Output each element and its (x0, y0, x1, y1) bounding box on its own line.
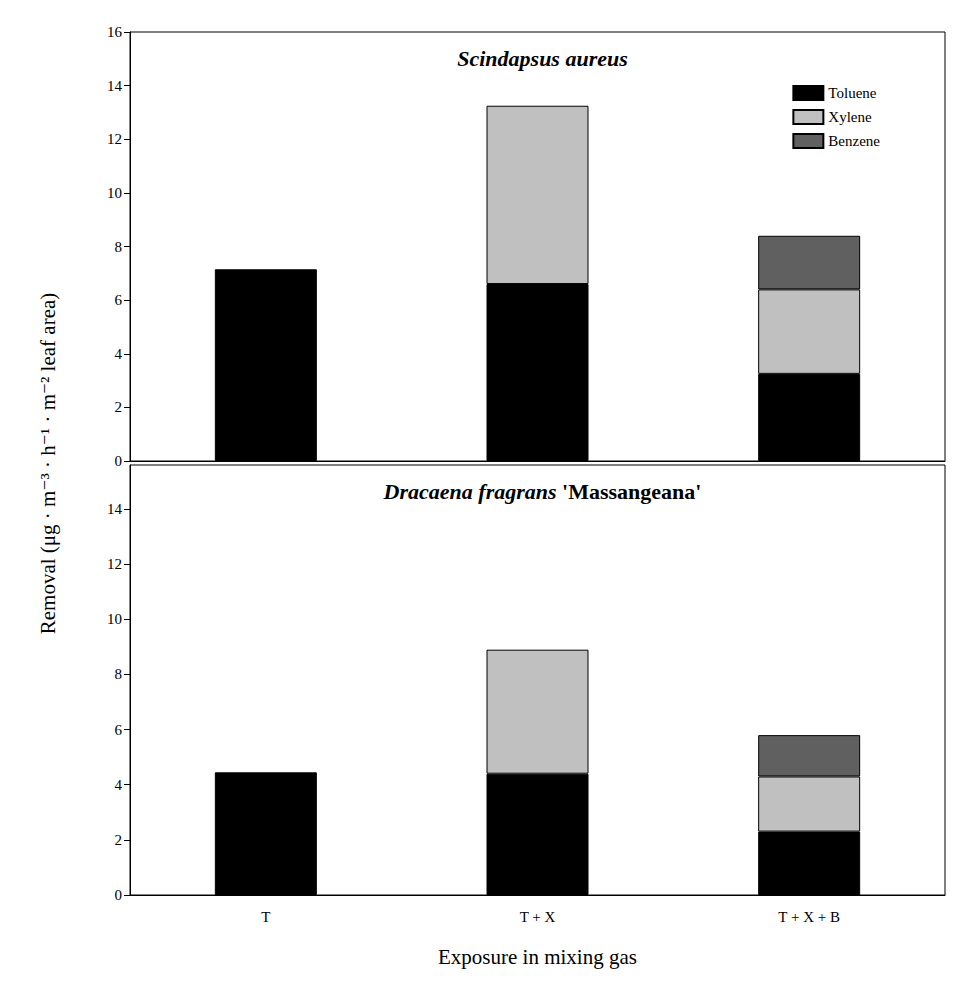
svg-text:Toluene: Toluene (828, 85, 876, 101)
svg-text:0: 0 (115, 453, 123, 469)
svg-text:14: 14 (107, 501, 123, 517)
svg-text:2: 2 (115, 832, 123, 848)
svg-text:6: 6 (115, 292, 123, 308)
svg-text:6: 6 (115, 722, 123, 738)
svg-text:'Massangeana': 'Massangeana' (557, 479, 702, 504)
svg-text:Dracaena fragrans: Dracaena fragrans (383, 479, 557, 504)
svg-text:Xylene: Xylene (828, 109, 872, 125)
svg-text:10: 10 (107, 185, 122, 201)
svg-text:14: 14 (107, 78, 123, 94)
svg-text:8: 8 (115, 239, 123, 255)
svg-text:Scindapsus aureus: Scindapsus aureus (457, 46, 628, 71)
svg-text:8: 8 (115, 666, 123, 682)
svg-text:12: 12 (107, 556, 122, 572)
svg-text:4: 4 (115, 777, 123, 793)
svg-text:2: 2 (115, 399, 123, 415)
svg-text:Benzene: Benzene (828, 133, 880, 149)
svg-text:T: T (261, 909, 270, 925)
svg-text:0: 0 (115, 887, 123, 903)
svg-text:Removal (μg · m⁻³ · h⁻¹ · m⁻²: Removal (μg · m⁻³ · h⁻¹ · m⁻² leaf area) (36, 293, 60, 635)
svg-text:4: 4 (115, 346, 123, 362)
svg-text:T + X + B: T + X + B (778, 909, 840, 925)
svg-text:16: 16 (107, 24, 123, 40)
svg-text:Exposure in mixing gas: Exposure in mixing gas (438, 945, 637, 969)
svg-text:T + X: T + X (520, 909, 556, 925)
svg-text:10: 10 (107, 611, 122, 627)
svg-text:12: 12 (107, 131, 122, 147)
